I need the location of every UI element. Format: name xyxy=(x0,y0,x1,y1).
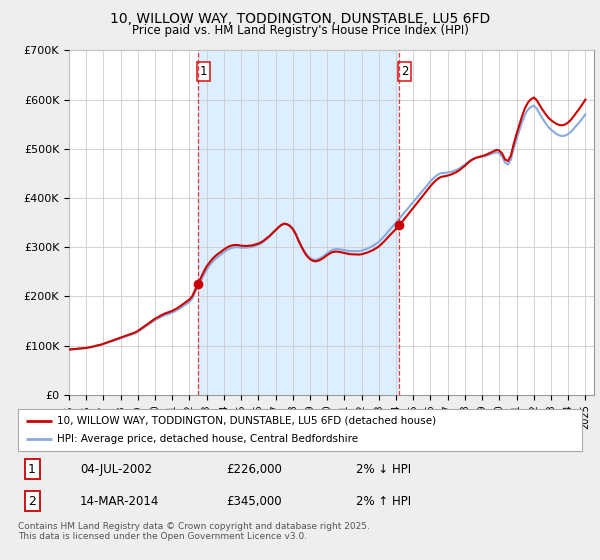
Text: 2: 2 xyxy=(28,494,36,508)
Text: 10, WILLOW WAY, TODDINGTON, DUNSTABLE, LU5 6FD (detached house): 10, WILLOW WAY, TODDINGTON, DUNSTABLE, L… xyxy=(58,416,437,426)
Text: £226,000: £226,000 xyxy=(227,463,283,475)
Text: 10, WILLOW WAY, TODDINGTON, DUNSTABLE, LU5 6FD: 10, WILLOW WAY, TODDINGTON, DUNSTABLE, L… xyxy=(110,12,490,26)
Text: 2: 2 xyxy=(401,65,409,78)
Text: £345,000: £345,000 xyxy=(227,494,283,508)
Text: 2% ↑ HPI: 2% ↑ HPI xyxy=(356,494,412,508)
Bar xyxy=(198,50,400,395)
Text: 1: 1 xyxy=(200,65,207,78)
Text: 04-JUL-2002: 04-JUL-2002 xyxy=(80,463,152,475)
Text: Contains HM Land Registry data © Crown copyright and database right 2025.
This d: Contains HM Land Registry data © Crown c… xyxy=(18,522,370,542)
Text: 14-MAR-2014: 14-MAR-2014 xyxy=(80,494,160,508)
Text: HPI: Average price, detached house, Central Bedfordshire: HPI: Average price, detached house, Cent… xyxy=(58,434,359,444)
Text: 1: 1 xyxy=(28,463,36,475)
Text: 2% ↓ HPI: 2% ↓ HPI xyxy=(356,463,412,475)
Text: Price paid vs. HM Land Registry's House Price Index (HPI): Price paid vs. HM Land Registry's House … xyxy=(131,24,469,36)
